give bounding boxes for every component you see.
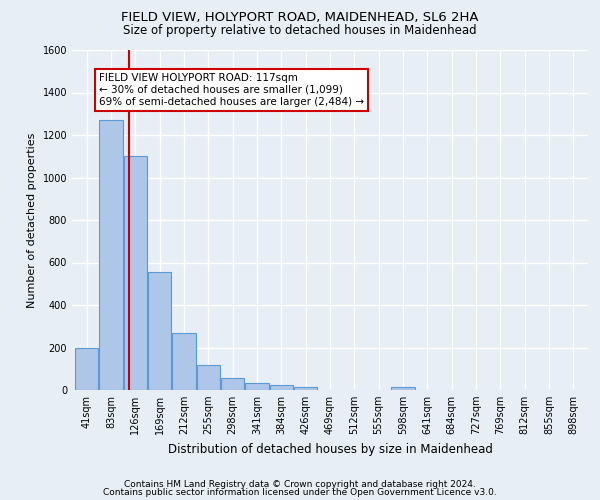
Bar (221, 378, 244, 390)
Bar (391, 387, 415, 390)
Bar (294, 387, 317, 390)
Bar (148, 272, 171, 390)
Bar (197, 364, 220, 390)
Bar (124, 156, 147, 390)
Bar (245, 383, 269, 390)
Text: FIELD VIEW HOLYPORT ROAD: 117sqm
← 30% of detached houses are smaller (1,099)
69: FIELD VIEW HOLYPORT ROAD: 117sqm ← 30% o… (99, 74, 364, 106)
X-axis label: Distribution of detached houses by size in Maidenhead: Distribution of detached houses by size … (167, 442, 493, 456)
Bar (100, 120, 122, 390)
Bar (172, 332, 196, 390)
Text: Contains HM Land Registry data © Crown copyright and database right 2024.: Contains HM Land Registry data © Crown c… (124, 480, 476, 489)
Text: FIELD VIEW, HOLYPORT ROAD, MAIDENHEAD, SL6 2HA: FIELD VIEW, HOLYPORT ROAD, MAIDENHEAD, S… (121, 11, 479, 24)
Bar (270, 386, 293, 390)
Y-axis label: Number of detached properties: Number of detached properties (27, 132, 37, 308)
Text: Size of property relative to detached houses in Maidenhead: Size of property relative to detached ho… (123, 24, 477, 37)
Text: Contains public sector information licensed under the Open Government Licence v3: Contains public sector information licen… (103, 488, 497, 497)
Bar (75, 348, 98, 390)
